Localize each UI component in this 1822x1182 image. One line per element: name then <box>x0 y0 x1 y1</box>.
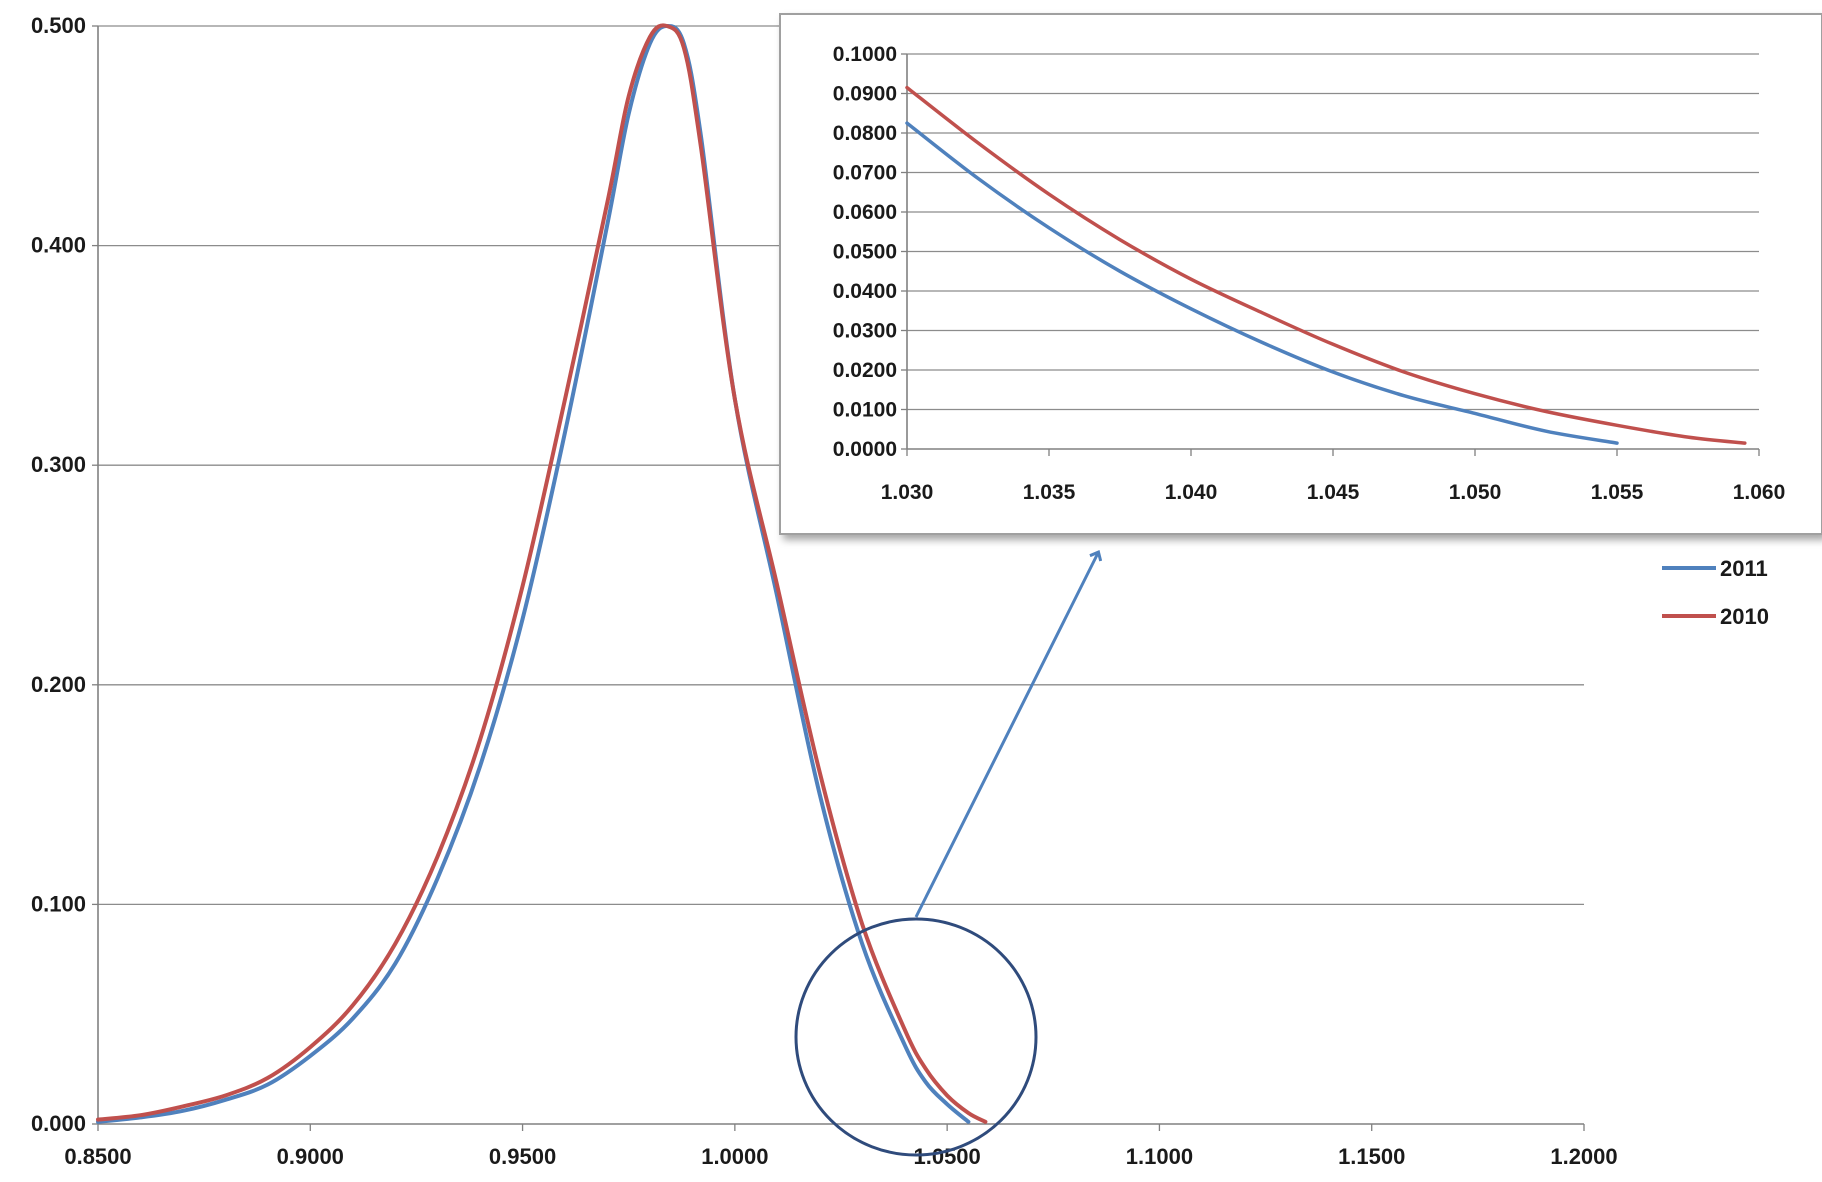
inset-gridlines <box>907 53 1759 411</box>
y-tick-label: 0.0600 <box>833 201 897 224</box>
x-tick-label: 1.035 <box>1023 481 1076 504</box>
x-tick-label: 1.040 <box>1165 481 1218 504</box>
legend-item-2010: 2010 <box>1662 604 1769 629</box>
x-tick-label: 1.2000 <box>1550 1144 1617 1169</box>
y-tick-label: 0.0000 <box>833 438 897 461</box>
y-tick-label: 0.300 <box>31 452 86 477</box>
series-line-2010 <box>905 85 1747 445</box>
series-line-2010 <box>96 23 988 1124</box>
x-tick-label: 1.055 <box>1591 481 1644 504</box>
x-tick-label: 1.045 <box>1307 481 1360 504</box>
y-tick-label: 0.0200 <box>833 359 897 382</box>
legend: 2011 2010 <box>1662 556 1769 629</box>
main-y-tick-labels: 0.000 0.100 0.200 0.300 0.400 0.500 <box>31 13 86 1136</box>
x-tick-label: 1.060 <box>1733 481 1786 504</box>
main-series-lines <box>96 23 988 1124</box>
zoom-arrow <box>914 553 1098 918</box>
y-tick-label: 0.0500 <box>833 241 897 264</box>
y-tick-label: 0.1000 <box>833 43 897 66</box>
inset-panel: 1.030 1.035 1.040 1.045 1.050 1.055 1.060 0.00… <box>779 13 1822 535</box>
y-tick-label: 0.000 <box>31 1111 86 1136</box>
x-tick-label: 1.0500 <box>913 1144 980 1169</box>
x-tick-label: 0.9000 <box>277 1144 344 1169</box>
x-tick-label: 0.9500 <box>489 1144 556 1169</box>
series-line-2011 <box>96 23 971 1124</box>
inset-series-lines <box>905 85 1747 445</box>
legend-label: 2010 <box>1720 604 1769 629</box>
inset-axes <box>901 53 1760 456</box>
y-tick-label: 0.500 <box>31 13 86 38</box>
x-tick-label: 1.1000 <box>1126 1144 1193 1169</box>
zoom-circle <box>794 917 1038 1157</box>
inset-x-tick-labels: 1.030 1.035 1.040 1.045 1.050 1.055 1.060 <box>881 481 1786 504</box>
legend-item-2011: 2011 <box>1662 556 1768 581</box>
y-tick-label: 0.200 <box>31 672 86 697</box>
x-tick-label: 1.0000 <box>701 1144 768 1169</box>
y-tick-label: 0.0900 <box>833 83 897 106</box>
y-tick-label: 0.0400 <box>833 280 897 303</box>
legend-label: 2011 <box>1720 556 1768 581</box>
x-tick-label: 0.8500 <box>64 1144 131 1169</box>
inset-frame <box>779 13 1822 535</box>
inset-y-tick-labels: 0.0000 0.0100 0.0200 0.0300 0.0400 0.0500 0.06… <box>833 43 897 461</box>
y-tick-label: 0.400 <box>31 233 86 258</box>
y-tick-label: 0.0800 <box>833 122 897 145</box>
main-axes <box>92 25 1585 1131</box>
series-line-2011 <box>905 121 1619 445</box>
x-tick-label: 1.050 <box>1449 481 1502 504</box>
y-tick-label: 0.0300 <box>833 320 897 343</box>
x-tick-label: 1.1500 <box>1338 1144 1405 1169</box>
main-x-tick-labels: 0.8500 0.9000 0.9500 1.0000 1.0500 1.1000 1.15… <box>64 1144 1617 1169</box>
x-tick-label: 1.030 <box>881 481 934 504</box>
y-tick-label: 0.0100 <box>833 399 897 422</box>
y-tick-label: 0.100 <box>31 891 86 916</box>
y-tick-label: 0.0700 <box>833 162 897 185</box>
